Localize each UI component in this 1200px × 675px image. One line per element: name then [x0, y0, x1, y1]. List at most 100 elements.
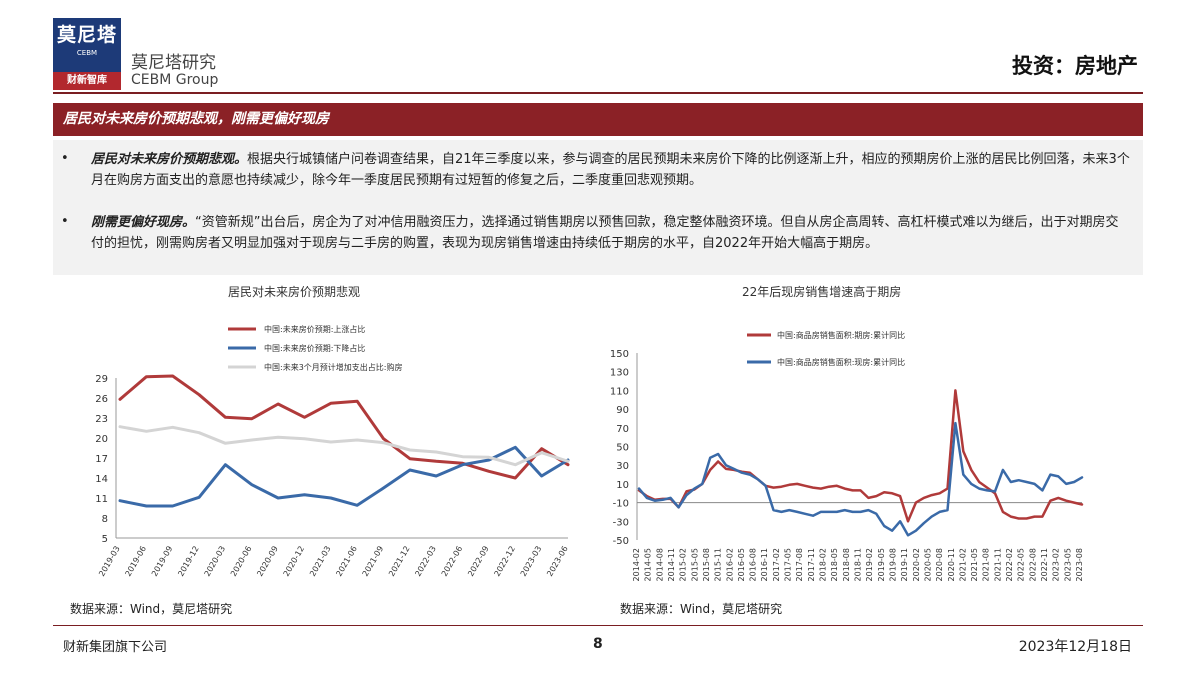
x-tick-label: 2022-05 — [1017, 548, 1026, 581]
x-tick-label: 2014-02 — [632, 548, 641, 581]
x-tick-label: 2020-05 — [923, 548, 932, 581]
x-tick-label: 2020-03 — [203, 545, 228, 578]
y-tick-label: 23 — [95, 414, 108, 425]
legend-label: 中国:未来房价预期:上涨占比 — [264, 324, 365, 334]
x-tick-label: 2023-05 — [1063, 548, 1072, 581]
y-tick-label: 14 — [95, 474, 108, 485]
y-tick-label: 11 — [95, 494, 108, 505]
y-tick-label: 30 — [616, 461, 629, 472]
report-date: 2023年12月18日 — [1018, 639, 1132, 655]
x-tick-label: 2023-06 — [545, 545, 570, 578]
series-line-2 — [637, 421, 1084, 537]
x-tick-label: 2017-05 — [784, 548, 793, 581]
y-tick-label: 17 — [95, 454, 108, 465]
y-tick-label: 26 — [95, 394, 108, 405]
x-tick-label: 2023-02 — [1052, 548, 1061, 581]
legend-label: 中国:商品房销售面积:现房:累计同比 — [777, 357, 905, 367]
y-tick-label: 50 — [616, 443, 629, 454]
logo-cn: 莫尼塔 — [56, 24, 117, 46]
x-tick-label: 2020-02 — [912, 548, 921, 581]
y-tick-label: 70 — [616, 424, 629, 435]
x-tick-label: 2014-05 — [644, 548, 653, 581]
y-tick-label: 29 — [95, 374, 108, 385]
bullet-marker: • — [61, 151, 69, 166]
x-tick-label: 2020-11 — [947, 548, 956, 581]
section-category: 投资：房地产 — [1012, 54, 1138, 78]
x-tick-label: 2017-08 — [795, 548, 804, 581]
x-tick-label: 2015-02 — [679, 548, 688, 581]
x-tick-label: 2019-03 — [97, 545, 122, 578]
legend-label: 中国:未来3个月预计增加支出占比:购房 — [264, 362, 402, 372]
y-tick-label: 20 — [95, 434, 108, 445]
x-tick-label: 2021-12 — [387, 545, 412, 578]
brand-name-cn: 莫尼塔研究 — [131, 53, 216, 73]
x-tick-label: 2019-08 — [888, 548, 897, 581]
x-tick-label: 2015-08 — [702, 548, 711, 581]
x-tick-label: 2015-05 — [690, 548, 699, 581]
y-tick-label: 8 — [102, 514, 108, 525]
y-tick-label: -10 — [613, 499, 629, 510]
page-number: 8 — [593, 636, 603, 652]
x-tick-label: 2016-02 — [725, 548, 734, 581]
x-tick-label: 2019-05 — [877, 548, 886, 581]
logo-en: CEBM — [76, 49, 98, 57]
x-tick-label: 2016-08 — [749, 548, 758, 581]
x-tick-label: 2020-08 — [935, 548, 944, 581]
x-tick-label: 2020-06 — [229, 545, 254, 578]
bullet-1: 居民对未来房价预期悲观。根据央行城镇储户问卷调查结果，自21年三季度以来，参与调… — [91, 149, 1131, 191]
bullet-marker: • — [61, 214, 69, 229]
x-tick-label: 2022-06 — [440, 545, 465, 578]
x-tick-label: 2019-06 — [124, 545, 149, 578]
x-tick-label: 2019-12 — [176, 545, 201, 578]
x-tick-label: 2017-11 — [807, 548, 816, 581]
x-tick-label: 2021-05 — [970, 548, 979, 581]
x-tick-label: 2021-09 — [361, 545, 386, 578]
x-tick-label: 2023-08 — [1075, 548, 1084, 581]
x-tick-label: 2016-05 — [737, 548, 746, 581]
y-tick-label: -50 — [613, 536, 629, 547]
y-tick-label: 110 — [610, 386, 629, 397]
y-tick-label: 10 — [616, 480, 629, 491]
y-tick-label: -30 — [613, 517, 629, 528]
x-tick-label: 2017-02 — [772, 548, 781, 581]
x-tick-label: 2014-11 — [667, 548, 676, 581]
x-tick-label: 2019-02 — [865, 548, 874, 581]
x-tick-label: 2018-11 — [854, 548, 863, 581]
bullet-2-lead: 刚需更偏好现房。 — [91, 215, 196, 230]
chart-2-source: 数据来源：Wind，莫尼塔研究 — [620, 602, 783, 616]
chart-1-title: 居民对未来房价预期悲观 — [228, 285, 361, 299]
x-tick-label: 2019-09 — [150, 545, 175, 578]
x-tick-label: 2014-08 — [655, 548, 664, 581]
x-tick-label: 2022-03 — [413, 545, 438, 578]
bullet-1-text: 根据央行城镇储户问卷调查结果，自21年三季度以来，参与调查的居民预期未来房价下降… — [91, 152, 1130, 188]
x-tick-label: 2021-02 — [958, 548, 967, 581]
chart-1: 5 8 11 14 17 20 23 26 29 2019-03 2019-06 2019-09 201… — [95, 324, 570, 578]
slide-title: 居民对未来房价预期悲观，刚需更偏好现房 — [63, 111, 329, 127]
header-divider — [53, 92, 1143, 94]
logo-mark: 莫尼塔 CEBM — [53, 18, 121, 72]
x-tick-label: 2015-11 — [714, 548, 723, 581]
bullet-2-text: “资管新规”出台后，房企为了对冲信用融资压力，选择通过销售期房以预售回款，稳定整… — [91, 215, 1119, 251]
x-tick-label: 2021-08 — [982, 548, 991, 581]
x-tick-label: 2018-05 — [830, 548, 839, 581]
x-tick-label: 2022-02 — [1005, 548, 1014, 581]
x-tick-label: 2021-03 — [308, 545, 333, 578]
x-tick-label: 2021-06 — [334, 545, 359, 578]
x-tick-label: 2018-02 — [819, 548, 828, 581]
x-tick-label: 2020-09 — [255, 545, 280, 578]
x-tick-label: 2023-03 — [519, 545, 544, 578]
logo-sub: 财新智库 — [53, 72, 121, 90]
slide-title-bar: 居民对未来房价预期悲观，刚需更偏好现房 — [53, 103, 1143, 136]
x-tick-label: 2021-11 — [993, 548, 1002, 581]
chart-2-title: 22年后现房销售增速高于期房 — [742, 285, 902, 299]
y-tick-label: 90 — [616, 405, 629, 416]
brand-name-en: CEBM Group — [131, 72, 219, 88]
series-line-1 — [118, 374, 570, 480]
summary-box: • 居民对未来房价预期悲观。根据央行城镇储户问卷调查结果，自21年三季度以来，参… — [53, 140, 1143, 275]
x-tick-label: 2016-11 — [760, 548, 769, 581]
x-tick-label: 2019-11 — [900, 548, 909, 581]
footer-company: 财新集团旗下公司 — [63, 640, 168, 655]
y-tick-label: 5 — [102, 534, 108, 545]
y-tick-label: 150 — [610, 349, 629, 360]
